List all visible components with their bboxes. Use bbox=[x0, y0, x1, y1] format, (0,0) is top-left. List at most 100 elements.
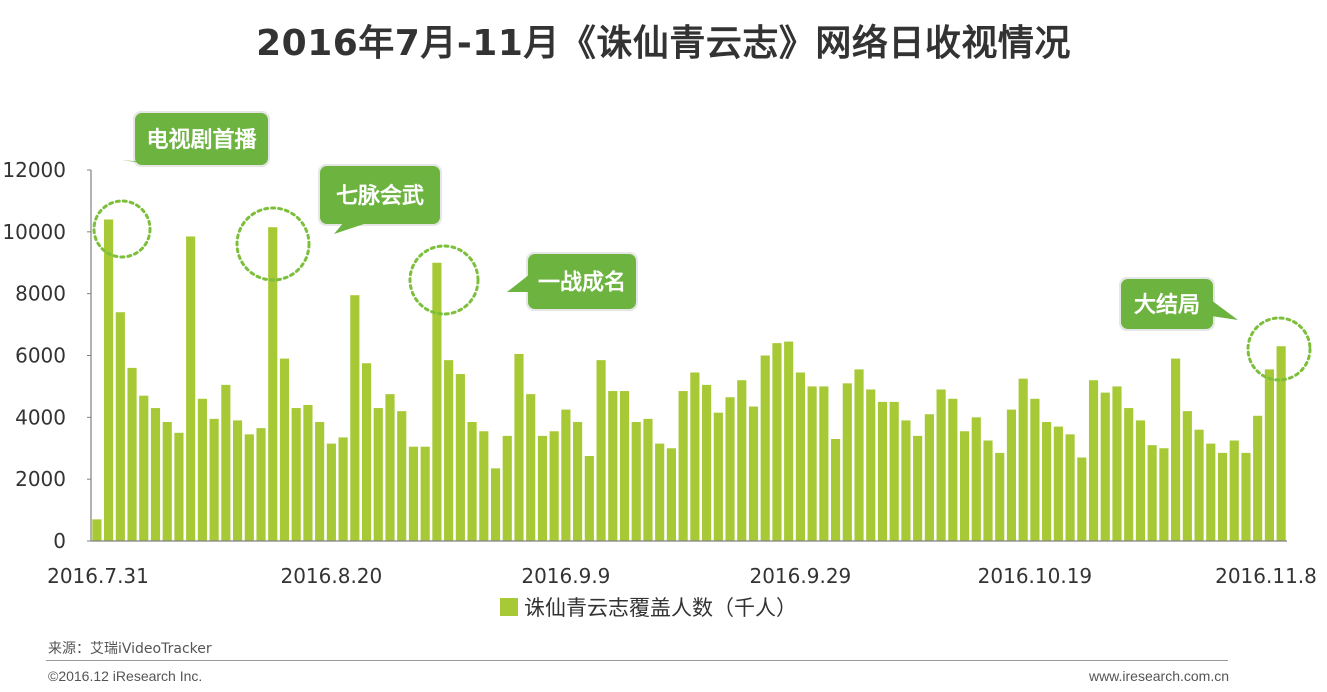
bar bbox=[221, 384, 231, 541]
x-tick-label: 2016.9.29 bbox=[749, 564, 851, 588]
callout-bubble bbox=[528, 254, 636, 309]
website-text: www.iresearch.com.cn bbox=[1088, 668, 1229, 684]
bar bbox=[256, 428, 266, 541]
bar bbox=[666, 448, 676, 541]
bar bbox=[1217, 452, 1228, 541]
callout-bubble bbox=[320, 166, 440, 224]
bar bbox=[514, 353, 524, 541]
bar bbox=[174, 432, 184, 541]
bar bbox=[385, 394, 395, 541]
bar bbox=[643, 418, 653, 541]
bar bbox=[1229, 440, 1239, 541]
bar bbox=[936, 389, 946, 541]
bar bbox=[971, 417, 981, 541]
bar bbox=[361, 363, 372, 541]
bar bbox=[1241, 452, 1251, 541]
bar bbox=[1171, 358, 1181, 541]
bar bbox=[1030, 398, 1040, 541]
bar bbox=[772, 343, 782, 541]
bar bbox=[373, 408, 383, 541]
highlight-circle bbox=[235, 206, 311, 282]
bar bbox=[983, 440, 993, 541]
bar bbox=[537, 435, 548, 541]
bar bbox=[92, 519, 102, 541]
legend-label: 诛仙青云志覆盖人数（千人） bbox=[524, 596, 797, 620]
bar bbox=[432, 262, 442, 541]
bar bbox=[338, 437, 348, 541]
bar bbox=[1077, 457, 1087, 541]
bar bbox=[1088, 380, 1099, 541]
bar bbox=[279, 358, 290, 541]
bar bbox=[608, 391, 618, 541]
bar bbox=[877, 401, 888, 542]
bar bbox=[162, 421, 172, 541]
bar bbox=[959, 431, 970, 541]
bar bbox=[631, 421, 641, 541]
bar bbox=[760, 355, 770, 541]
bar bbox=[197, 398, 207, 541]
bar bbox=[408, 446, 419, 541]
bar bbox=[596, 360, 606, 541]
bar bbox=[104, 219, 114, 541]
bar bbox=[209, 418, 219, 541]
bar bbox=[619, 391, 630, 541]
callout-label: 一战成名 bbox=[538, 270, 626, 296]
bar bbox=[924, 414, 934, 541]
callout-label: 电视剧首播 bbox=[146, 127, 257, 153]
callout-bubble bbox=[135, 113, 268, 165]
bar bbox=[889, 401, 899, 542]
callout-label: 七脉会武 bbox=[336, 183, 424, 209]
bar bbox=[1159, 448, 1169, 541]
x-tick-label: 2016.8.20 bbox=[280, 564, 382, 588]
bar bbox=[244, 434, 254, 541]
bar bbox=[995, 452, 1005, 541]
highlight-circle bbox=[92, 199, 152, 259]
bar bbox=[549, 431, 559, 541]
bar bbox=[1182, 411, 1192, 541]
bar bbox=[455, 374, 465, 541]
bar bbox=[819, 386, 829, 541]
highlight-circle bbox=[1246, 316, 1312, 382]
callout-label: 大结局 bbox=[1134, 292, 1200, 318]
bar bbox=[1112, 386, 1122, 541]
bar bbox=[1147, 445, 1157, 541]
footer-divider bbox=[46, 660, 1228, 661]
legend-swatch bbox=[500, 598, 518, 616]
bar bbox=[561, 409, 571, 541]
copyright-text: ©2016.12 iResearch Inc. bbox=[48, 668, 203, 684]
bar bbox=[854, 369, 864, 541]
bars-group bbox=[92, 219, 1286, 542]
callout-tail bbox=[507, 274, 530, 292]
bar bbox=[268, 227, 278, 541]
x-tick-label: 2016.11.8 bbox=[1215, 564, 1317, 588]
bar bbox=[1006, 409, 1017, 541]
bar bbox=[420, 446, 430, 541]
bar bbox=[1135, 420, 1146, 541]
y-tick-label: 8000 bbox=[15, 282, 66, 306]
bar bbox=[737, 380, 747, 541]
bar bbox=[948, 398, 958, 541]
bar bbox=[901, 420, 911, 541]
bar bbox=[784, 341, 794, 541]
bar bbox=[326, 443, 336, 541]
bar bbox=[233, 420, 243, 541]
bar bbox=[350, 295, 360, 541]
bar bbox=[1100, 392, 1110, 541]
bar bbox=[139, 395, 149, 541]
bar bbox=[467, 421, 477, 541]
bar bbox=[115, 312, 125, 541]
chart-title: 2016年7月-11月《诛仙青云志》网络日收视情况 bbox=[256, 23, 1071, 64]
callout-tail bbox=[334, 222, 370, 234]
bar bbox=[866, 389, 876, 541]
bar bbox=[444, 360, 454, 541]
x-tick-label: 2016.9.9 bbox=[521, 564, 610, 588]
bar bbox=[502, 435, 512, 541]
bar bbox=[526, 394, 536, 541]
bar bbox=[725, 397, 735, 541]
y-tick-label: 2000 bbox=[15, 467, 66, 491]
x-tick-label: 2016.7.31 bbox=[47, 564, 149, 588]
bar bbox=[1194, 429, 1204, 541]
bar bbox=[1276, 346, 1286, 541]
